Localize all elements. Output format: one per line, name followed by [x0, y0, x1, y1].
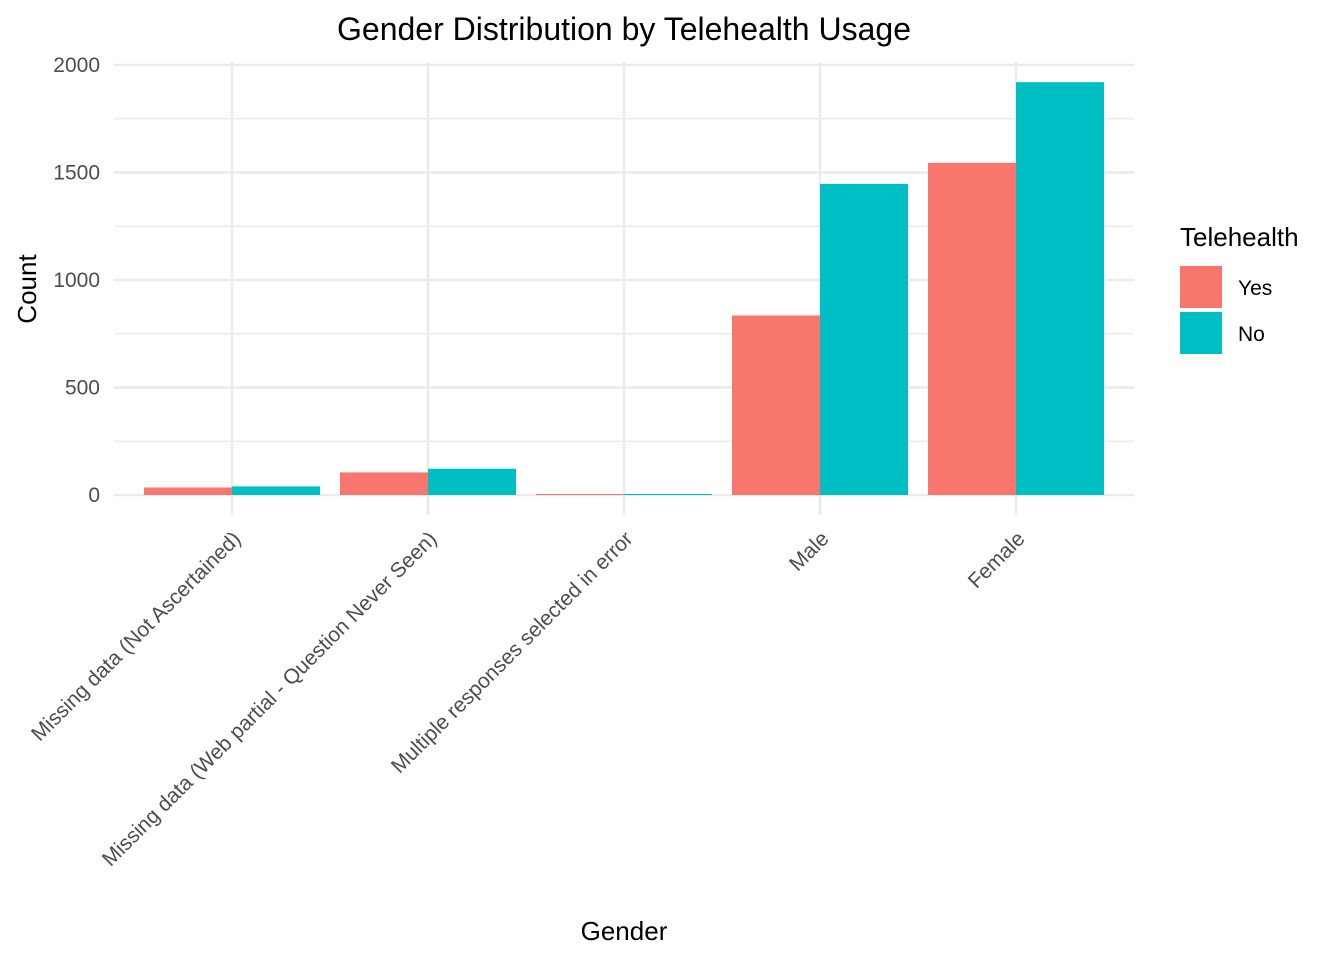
- x-tick-label: Missing data (Not Ascertained): [27, 527, 245, 745]
- bar-yes: [732, 315, 820, 495]
- chart-title: Gender Distribution by Telehealth Usage: [337, 11, 911, 47]
- y-tick-label: 2000: [53, 54, 100, 77]
- bar-no: [232, 486, 320, 495]
- legend-key-yes: [1180, 266, 1222, 308]
- bar-no: [624, 494, 712, 495]
- bar-no: [1016, 82, 1104, 495]
- y-tick-label: 500: [65, 377, 100, 400]
- bars: [144, 82, 1104, 495]
- bar-yes: [340, 472, 428, 495]
- x-tick-label: Multiple responses selected in error: [387, 527, 638, 778]
- x-tick-label: Female: [964, 527, 1030, 593]
- legend-key-no: [1180, 312, 1222, 354]
- legend: Telehealth Yes No: [1180, 222, 1299, 354]
- y-axis-ticks: 0 500 1000 1500 2000: [53, 54, 100, 507]
- x-tick-label: Male: [785, 527, 833, 575]
- y-tick-label: 0: [88, 484, 100, 507]
- x-axis-title: Gender: [581, 916, 668, 946]
- y-tick-label: 1500: [53, 162, 100, 185]
- legend-title: Telehealth: [1180, 222, 1299, 252]
- bar-yes: [536, 494, 624, 495]
- y-axis-title: Count: [12, 254, 42, 324]
- bar-no: [820, 183, 908, 495]
- x-axis-ticks: Missing data (Not Ascertained)Missing da…: [27, 527, 1029, 871]
- legend-label-yes: Yes: [1238, 277, 1272, 300]
- y-tick-label: 1000: [53, 269, 100, 292]
- x-tick-label: Missing data (Web partial - Question Nev…: [98, 527, 442, 871]
- legend-label-no: No: [1238, 323, 1265, 346]
- bar-no: [428, 468, 516, 495]
- bar-yes: [928, 162, 1016, 495]
- bar-yes: [144, 487, 232, 495]
